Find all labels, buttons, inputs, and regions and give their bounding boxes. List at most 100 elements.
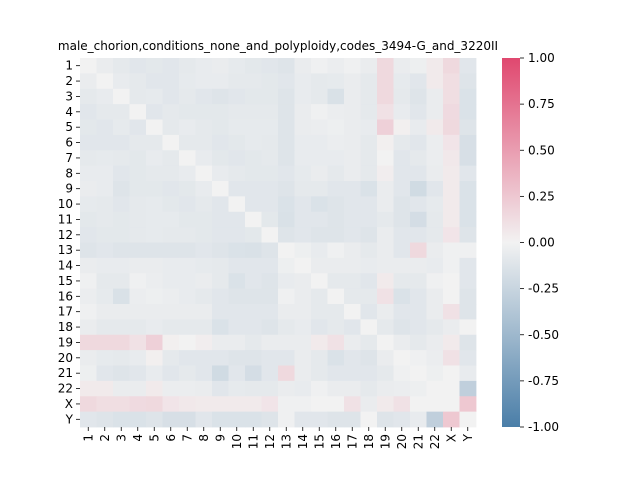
heatmap-cell (360, 119, 378, 136)
heatmap-cell (179, 181, 196, 197)
heatmap-cell (377, 181, 394, 197)
heatmap-cell (245, 350, 262, 366)
heatmap-cell (129, 365, 147, 382)
heatmap-cell (195, 88, 213, 105)
heatmap-cell (228, 411, 246, 428)
y-tick-label: 19 (58, 335, 73, 349)
heatmap-cell (96, 380, 114, 397)
heatmap-cell (377, 257, 394, 274)
heatmap-cell (212, 73, 229, 90)
heatmap-cell (393, 396, 411, 413)
heatmap-cell (195, 273, 213, 290)
heatmap-cell (311, 211, 328, 228)
x-tick-label: 20 (395, 434, 409, 449)
heatmap-cell (129, 227, 147, 243)
heatmap-cell (261, 273, 279, 290)
heatmap-cell (245, 73, 262, 90)
heatmap-cell (294, 181, 312, 197)
heatmap-cell (360, 411, 378, 428)
heatmap-cell (327, 365, 345, 382)
heatmap-cell (96, 181, 114, 197)
heatmap-cell (96, 104, 114, 120)
heatmap-cell (179, 58, 196, 74)
heatmap-cell (261, 304, 279, 320)
heatmap-cell (96, 196, 114, 213)
heatmap-cell (261, 88, 279, 105)
heatmap-cell (327, 411, 345, 428)
heatmap-cell (212, 211, 229, 228)
heatmap-cell (443, 88, 460, 105)
heatmap-cell (459, 150, 477, 167)
heatmap-cell (410, 211, 427, 228)
heatmap-cell (311, 196, 328, 213)
heatmap-cell (228, 88, 246, 105)
heatmap-cell (410, 165, 427, 182)
heatmap-cell (228, 150, 246, 167)
heatmap-cell (344, 242, 361, 259)
x-tick-label: 4 (131, 434, 145, 442)
heatmap-cell (162, 211, 180, 228)
x-tick-label: 6 (164, 434, 178, 442)
heatmap-cell (344, 304, 361, 320)
heatmap-cell (245, 365, 262, 382)
y-tick-label: 8 (65, 166, 73, 180)
heatmap-cell (228, 134, 246, 151)
heatmap-cell (195, 104, 213, 120)
heatmap-cell (360, 242, 378, 259)
heatmap-cell (113, 273, 130, 290)
heatmap-cell (146, 411, 163, 428)
heatmap-cell (212, 365, 229, 382)
heatmap-cell (146, 165, 163, 182)
heatmap-cell (129, 104, 147, 120)
heatmap-cell (377, 104, 394, 120)
heatmap-cell (311, 273, 328, 290)
heatmap-cell (443, 227, 460, 243)
heatmap-cell (377, 273, 394, 290)
heatmap-cell (294, 350, 312, 366)
colorbar (502, 58, 520, 427)
heatmap-cell (228, 181, 246, 197)
heatmap-cell (459, 211, 477, 228)
heatmap-cell (393, 288, 411, 305)
heatmap-cell (327, 58, 345, 74)
heatmap-cell (162, 319, 180, 336)
heatmap-cell (327, 227, 345, 243)
heatmap-cell (360, 134, 378, 151)
heatmap-cell (195, 227, 213, 243)
heatmap-cell (80, 380, 97, 397)
y-tick-label: 11 (58, 212, 73, 226)
heatmap-cell (278, 181, 295, 197)
heatmap-cell (410, 196, 427, 213)
x-tick-label: 5 (147, 434, 161, 442)
heatmap-cell (228, 319, 246, 336)
heatmap-cell (146, 273, 163, 290)
heatmap-cell (113, 58, 130, 74)
heatmap-cell (179, 134, 196, 151)
heatmap-cell (261, 196, 279, 213)
heatmap-cell (426, 58, 444, 74)
x-tick-label: 13 (279, 434, 293, 449)
heatmap-cell (212, 58, 229, 74)
heatmap-cell (261, 165, 279, 182)
heatmap-cell (96, 58, 114, 74)
heatmap-cell (443, 211, 460, 228)
heatmap-cell (179, 227, 196, 243)
heatmap-cell (459, 104, 477, 120)
heatmap-cell (80, 104, 97, 120)
heatmap-cell (278, 288, 295, 305)
heatmap-cell (162, 242, 180, 259)
heatmap-cell (294, 365, 312, 382)
heatmap-cell (443, 365, 460, 382)
heatmap-cell (113, 227, 130, 243)
heatmap-cell (261, 104, 279, 120)
heatmap-cell (245, 319, 262, 336)
heatmap-cell (360, 196, 378, 213)
heatmap-cell (377, 119, 394, 136)
heatmap-cell (393, 134, 411, 151)
heatmap-cell (212, 227, 229, 243)
heatmap-cell (410, 134, 427, 151)
heatmap-cell (311, 242, 328, 259)
heatmap-cell (426, 288, 444, 305)
heatmap-cell (80, 119, 97, 136)
heatmap-cell (113, 134, 130, 151)
